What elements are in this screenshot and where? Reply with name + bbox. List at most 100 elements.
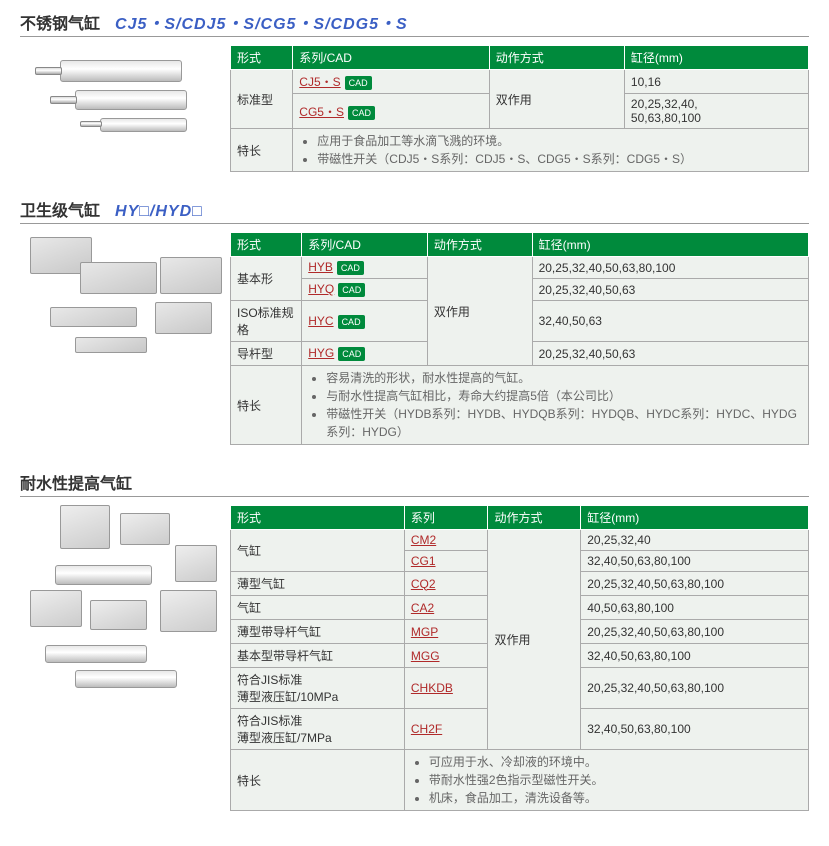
cad-badge[interactable]: CAD (337, 261, 364, 275)
cell-bore: 20,25,32,40,50,63 (532, 279, 808, 301)
cell-type: 基本形 (231, 257, 302, 301)
series-link[interactable]: CH2F (411, 722, 442, 736)
table-row: 标准型CJ5・SCAD双作用10,16 (231, 70, 809, 94)
cell-series: CHKDB (404, 668, 488, 709)
spec-table-col: 形式系列/CAD动作方式缸径(mm)标准型CJ5・SCAD双作用10,16CG5… (230, 45, 809, 172)
series-link[interactable]: CM2 (411, 533, 436, 547)
features-row: 特长容易清洗的形状，耐水性提高的气缸。与耐水性提高气缸相比，寿命大约提高5倍（本… (231, 366, 809, 445)
col-header: 系列/CAD (302, 233, 428, 257)
feature-item: 机床，食品加工，清洗设备等。 (429, 789, 802, 807)
section-head: 卫生级气缸 HY□/HYD□ (20, 197, 809, 224)
product-section: 耐水性提高气缸形式系列动作方式缸径(mm)气缸CM2双作用20,25,32,40… (20, 470, 809, 811)
cell-action: 双作用 (427, 257, 532, 366)
cell-bore: 20,25,32,40,50,63,80,100 (532, 257, 808, 279)
section-body: 形式系列/CAD动作方式缸径(mm)标准型CJ5・SCAD双作用10,16CG5… (20, 45, 809, 172)
product-image (20, 45, 220, 145)
cell-type: 标准型 (231, 70, 293, 129)
cell-bore: 40,50,63,80,100 (581, 596, 809, 620)
section-title-model: HY□/HYD□ (115, 203, 203, 221)
product-image-col (20, 45, 230, 145)
series-link[interactable]: CG5・S (299, 105, 344, 119)
cell-bore: 20,25,32,40 (581, 530, 809, 551)
series-link[interactable]: CHKDB (411, 681, 453, 695)
cell-type: 薄型带导杆气缸 (231, 620, 405, 644)
col-header: 缸径(mm) (581, 506, 809, 530)
section-body: 形式系列/CAD动作方式缸径(mm)基本形HYBCAD双作用20,25,32,4… (20, 232, 809, 445)
features-list: 应用于食品加工等水滴飞溅的环境。带磁性开关（CDJ5・S系列：CDJ5・S、CD… (299, 132, 802, 168)
cell-series: MGG (404, 644, 488, 668)
cell-type: 导杆型 (231, 342, 302, 366)
spec-table-col: 形式系列/CAD动作方式缸径(mm)基本形HYBCAD双作用20,25,32,4… (230, 232, 809, 445)
cell-bore: 20,25,32,40,50,63 (532, 342, 808, 366)
series-link[interactable]: MGP (411, 625, 438, 639)
cell-bore: 20,25,32,40,50,63,80,100 (581, 572, 809, 596)
cell-series: CG1 (404, 551, 488, 572)
features-row: 特长可应用于水、冷却液的环境中。带耐水性强2色指示型磁性开关。机床，食品加工，清… (231, 750, 809, 811)
cell-series: HYB CAD (302, 257, 428, 279)
feature-item: 可应用于水、冷却液的环境中。 (429, 753, 802, 771)
features-list: 可应用于水、冷却液的环境中。带耐水性强2色指示型磁性开关。机床，食品加工，清洗设… (411, 753, 802, 807)
cad-badge[interactable]: CAD (348, 106, 375, 120)
series-link[interactable]: CQ2 (411, 577, 436, 591)
feature-item: 带磁性开关（CDJ5・S系列：CDJ5・S、CDG5・S系列：CDG5・S） (317, 150, 802, 168)
product-section: 不锈钢气缸CJ5・S/CDJ5・S/CG5・S/CDG5・S形式系列/CAD动作… (20, 10, 809, 172)
col-header: 形式 (231, 233, 302, 257)
cell-type: 气缸 (231, 530, 405, 572)
series-link[interactable]: CG1 (411, 554, 436, 568)
series-link[interactable]: MGG (411, 649, 440, 663)
series-link[interactable]: HYB (308, 260, 333, 274)
cell-bore: 20,25,32,40,50,63,80,100 (581, 668, 809, 709)
col-header: 动作方式 (489, 46, 624, 70)
cad-badge[interactable]: CAD (338, 315, 365, 329)
section-title-cn: 不锈钢气缸 (20, 10, 100, 34)
product-section: 卫生级气缸HY□/HYD□形式系列/CAD动作方式缸径(mm)基本形HYBCAD… (20, 197, 809, 445)
cell-type: 符合JIS标准 薄型液压缸/7MPa (231, 709, 405, 750)
col-header: 形式 (231, 506, 405, 530)
cell-series: CG5・S CAD (293, 94, 489, 129)
spec-table: 形式系列动作方式缸径(mm)气缸CM2双作用20,25,32,40CG132,4… (230, 505, 809, 811)
cell-bore: 10,16 (624, 70, 808, 94)
features-cell: 容易清洗的形状，耐水性提高的气缸。与耐水性提高气缸相比，寿命大约提高5倍（本公司… (302, 366, 809, 445)
cad-badge[interactable]: CAD (345, 76, 372, 90)
cell-bore: 32,40,50,63,80,100 (581, 644, 809, 668)
cell-bore: 20,25,32,40, 50,63,80,100 (624, 94, 808, 129)
cell-type: 基本型带导杆气缸 (231, 644, 405, 668)
cell-series: HYC CAD (302, 301, 428, 342)
features-list: 容易清洗的形状，耐水性提高的气缸。与耐水性提高气缸相比，寿命大约提高5倍（本公司… (308, 369, 802, 441)
feature-item: 与耐水性提高气缸相比，寿命大约提高5倍（本公司比） (326, 387, 802, 405)
col-header: 缸径(mm) (624, 46, 808, 70)
cad-badge[interactable]: CAD (338, 283, 365, 297)
series-link[interactable]: HYG (308, 346, 334, 360)
cell-series: CH2F (404, 709, 488, 750)
series-link[interactable]: HYC (308, 314, 333, 328)
features-cell: 应用于食品加工等水滴飞溅的环境。带磁性开关（CDJ5・S系列：CDJ5・S、CD… (293, 129, 809, 172)
feature-item: 容易清洗的形状，耐水性提高的气缸。 (326, 369, 802, 387)
spec-table: 形式系列/CAD动作方式缸径(mm)标准型CJ5・SCAD双作用10,16CG5… (230, 45, 809, 172)
section-body: 形式系列动作方式缸径(mm)气缸CM2双作用20,25,32,40CG132,4… (20, 505, 809, 811)
series-link[interactable]: CA2 (411, 601, 434, 615)
cell-bore: 32,40,50,63 (532, 301, 808, 342)
cell-bore: 32,40,50,63,80,100 (581, 551, 809, 572)
col-header: 缸径(mm) (532, 233, 808, 257)
series-link[interactable]: HYQ (308, 282, 334, 296)
table-row: 气缸CM2双作用20,25,32,40 (231, 530, 809, 551)
product-image-col (20, 505, 230, 705)
table-row: 基本形HYBCAD双作用20,25,32,40,50,63,80,100 (231, 257, 809, 279)
cell-series: CA2 (404, 596, 488, 620)
product-image (20, 505, 220, 705)
section-title-cn: 卫生级气缸 (20, 197, 100, 221)
cell-bore: 32,40,50,63,80,100 (581, 709, 809, 750)
cell-type: 符合JIS标准 薄型液压缸/10MPa (231, 668, 405, 709)
series-link[interactable]: CJ5・S (299, 75, 340, 89)
cell-series: CQ2 (404, 572, 488, 596)
feature-item: 带磁性开关（HYDB系列：HYDB、HYDQB系列：HYDQB、HYDC系列：H… (326, 405, 802, 441)
col-header: 系列/CAD (293, 46, 489, 70)
col-header: 动作方式 (488, 506, 581, 530)
cell-action: 双作用 (488, 530, 581, 750)
cad-badge[interactable]: CAD (338, 347, 365, 361)
cell-bore: 20,25,32,40,50,63,80,100 (581, 620, 809, 644)
spec-table: 形式系列/CAD动作方式缸径(mm)基本形HYBCAD双作用20,25,32,4… (230, 232, 809, 445)
features-row: 特长应用于食品加工等水滴飞溅的环境。带磁性开关（CDJ5・S系列：CDJ5・S、… (231, 129, 809, 172)
section-head: 耐水性提高气缸 (20, 470, 809, 497)
features-cell: 可应用于水、冷却液的环境中。带耐水性强2色指示型磁性开关。机床，食品加工，清洗设… (404, 750, 808, 811)
